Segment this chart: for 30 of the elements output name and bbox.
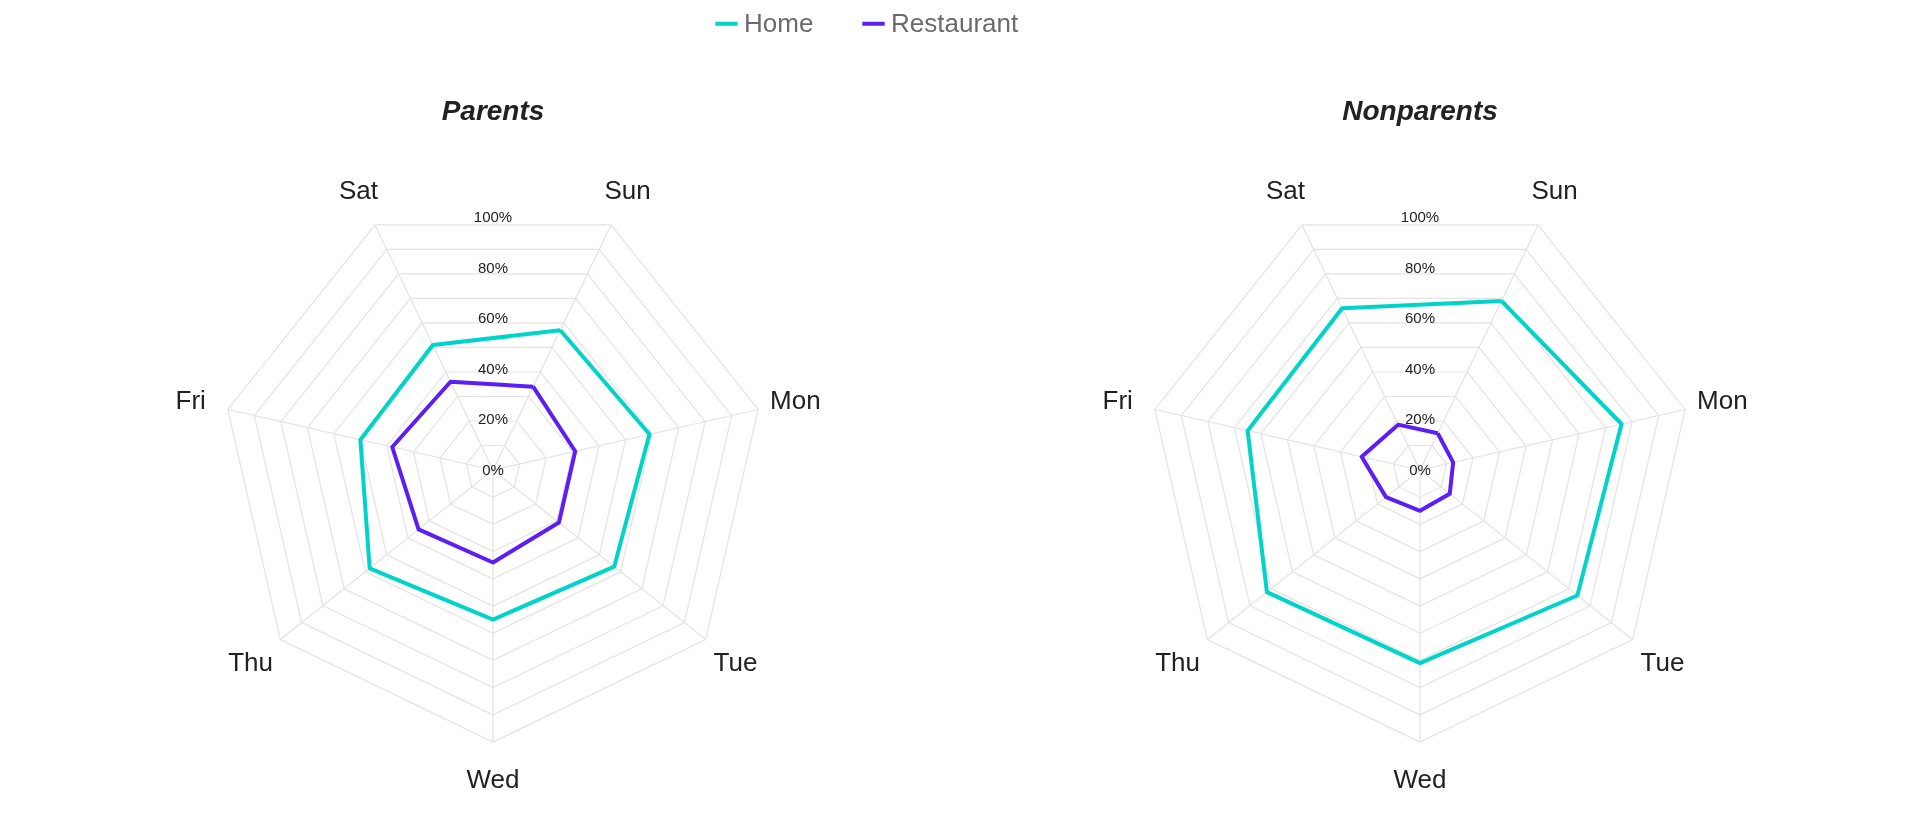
y-tick-label: 20% [1404, 410, 1436, 428]
spoke-label: Fri [175, 385, 206, 415]
spoke-label: Sun [604, 174, 651, 205]
y-tick-label: 40% [477, 359, 509, 377]
spoke-label: Fri [1102, 385, 1133, 415]
text: Parents [441, 95, 545, 126]
spoke-label: Mon [1697, 385, 1748, 415]
spoke-label: Mon [770, 385, 821, 415]
spoke-label: Tue [1640, 647, 1685, 678]
y-tick-label: 40% [1404, 359, 1436, 377]
spoke-label: Tue [713, 647, 758, 678]
y-tick-label: 100% [473, 208, 513, 226]
y-tick-label: 0% [1409, 461, 1431, 478]
legend-label: Restaurant [891, 7, 1019, 38]
spoke-label: Sat [1265, 174, 1306, 205]
y-tick-label: 80% [477, 258, 509, 276]
y-tick-label: 20% [477, 410, 509, 428]
y-tick-label: 0% [482, 461, 504, 478]
chart-title: Nonparents [1342, 95, 1498, 126]
y-tick-label: 60% [1404, 309, 1436, 327]
spoke-label: Sat [338, 174, 379, 205]
legend-label: Home [744, 7, 814, 38]
spoke-label: Wed [1393, 764, 1447, 795]
spoke-label: Thu [1155, 647, 1200, 678]
spoke-label: Thu [228, 647, 273, 678]
spoke-label: Wed [466, 764, 520, 795]
y-tick-label: 80% [1404, 258, 1436, 276]
y-tick-label: 60% [477, 309, 509, 327]
spoke-label: Sun [1531, 174, 1578, 205]
y-tick-label: 100% [1400, 208, 1440, 226]
